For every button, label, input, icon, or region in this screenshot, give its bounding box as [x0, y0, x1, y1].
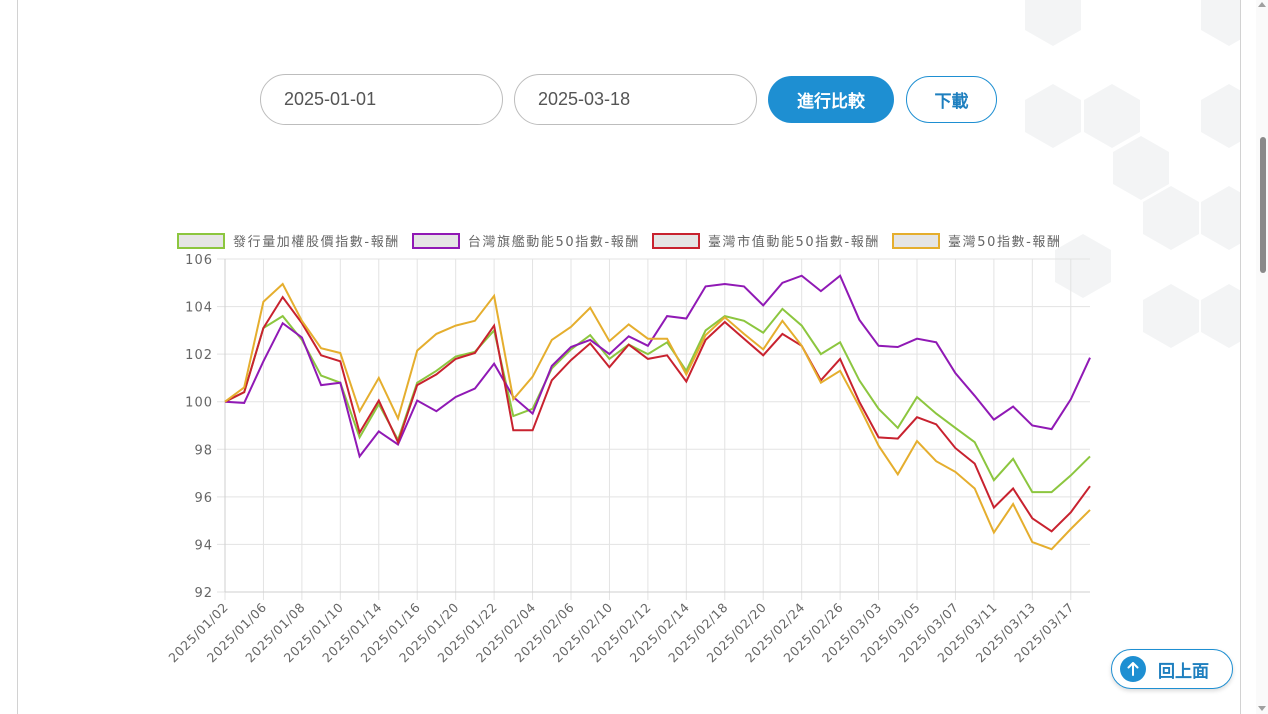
start-date-input[interactable]: [260, 73, 503, 125]
scrollbar-thumb[interactable]: [1260, 137, 1266, 273]
legend-label: 發行量加權股價指數-報酬: [233, 235, 400, 250]
vertical-scrollbar[interactable]: [1256, 0, 1268, 714]
y-tick-label: 96: [194, 491, 213, 506]
legend-item-flagship-momentum-50[interactable]: 台灣旗艦動能50指數-報酬: [411, 231, 640, 250]
back-to-top-label: 回上面: [1158, 661, 1209, 682]
legend-swatch-green: [177, 232, 225, 249]
chart-series-lines: [224, 274, 1091, 551]
legend-item-taiwan-50[interactable]: 臺灣50指數-報酬: [892, 231, 1062, 250]
date-range-controls: 進行比較 下載: [260, 73, 997, 125]
y-axis-ticks: 106 104 102 100 98 96 94 92: [185, 253, 213, 601]
series-line-2[interactable]: [224, 295, 1091, 533]
y-tick-label: 98: [194, 443, 213, 458]
download-button[interactable]: 下載: [906, 75, 997, 123]
series-line-1[interactable]: [224, 274, 1091, 459]
legend-label: 臺灣市值動能50指數-報酬: [707, 235, 880, 250]
content-border-left: [17, 0, 18, 714]
legend-label: 臺灣50指數-報酬: [948, 235, 1062, 250]
chart-legend: 發行量加權股價指數-報酬 台灣旗艦動能50指數-報酬 臺灣市值動能50指數-報酬…: [177, 231, 1074, 250]
back-to-top-button[interactable]: 回上面: [1111, 649, 1233, 689]
y-tick-label: 94: [194, 538, 213, 553]
content-border-right: [1240, 0, 1241, 714]
legend-swatch-purple: [411, 232, 460, 249]
legend-swatch-red: [651, 232, 700, 249]
y-tick-label: 100: [185, 396, 213, 411]
y-tick-label: 92: [194, 586, 213, 601]
series-line-0[interactable]: [224, 307, 1091, 494]
legend-item-taiex[interactable]: 發行量加權股價指數-報酬: [177, 231, 400, 250]
x-axis-ticks: 2025/01/022025/01/062025/01/082025/01/10…: [165, 600, 1077, 666]
arrow-up-icon: [1120, 656, 1146, 682]
end-date-input[interactable]: [514, 73, 757, 125]
y-tick-label: 106: [185, 253, 213, 268]
legend-swatch-gold: [892, 232, 940, 249]
y-tick-label: 102: [185, 348, 213, 363]
y-tick-label: 104: [185, 301, 213, 316]
legend-item-cap-momentum-50[interactable]: 臺灣市值動能50指數-報酬: [651, 231, 880, 250]
compare-button[interactable]: 進行比較: [768, 75, 894, 123]
legend-label: 台灣旗艦動能50指數-報酬: [467, 235, 640, 250]
series-line-3[interactable]: [224, 282, 1091, 551]
scroll-down-arrow-icon[interactable]: [1258, 706, 1266, 711]
scroll-up-arrow-icon[interactable]: [1258, 2, 1266, 7]
